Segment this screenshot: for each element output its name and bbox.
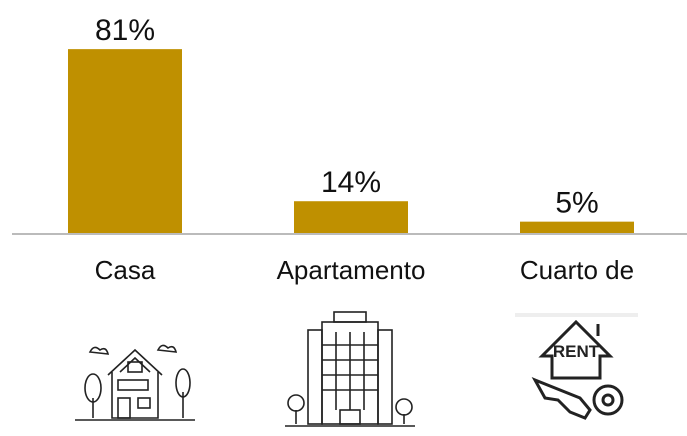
category-label: Casa [95,255,156,285]
value-label: 14% [321,166,381,199]
category-label: Apartamento [277,255,426,285]
bar [520,221,634,233]
rent-icon [531,319,624,420]
bar [294,201,408,233]
bar [68,49,182,233]
icon-text: RENT [553,342,600,361]
icon-background [515,313,638,317]
value-label: 81% [95,14,155,47]
house-icon [75,344,195,421]
category-label: Cuarto de [520,255,634,285]
value-label: 5% [555,187,598,220]
building-icon [285,311,415,427]
